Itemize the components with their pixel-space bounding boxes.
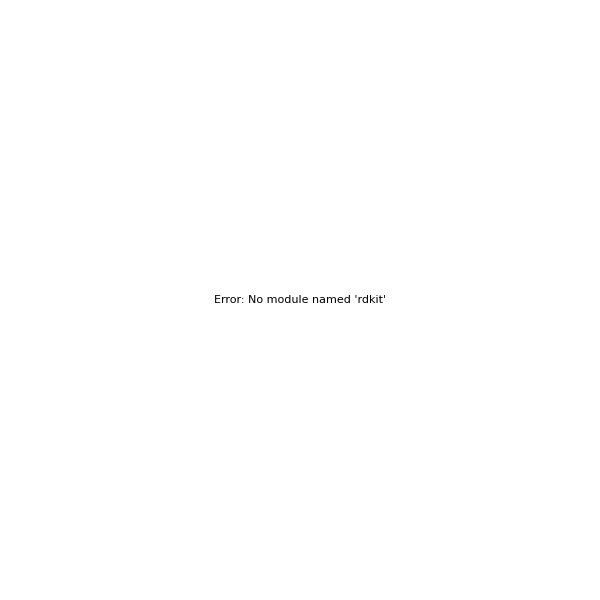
Text: Error: No module named 'rdkit': Error: No module named 'rdkit': [214, 295, 386, 305]
